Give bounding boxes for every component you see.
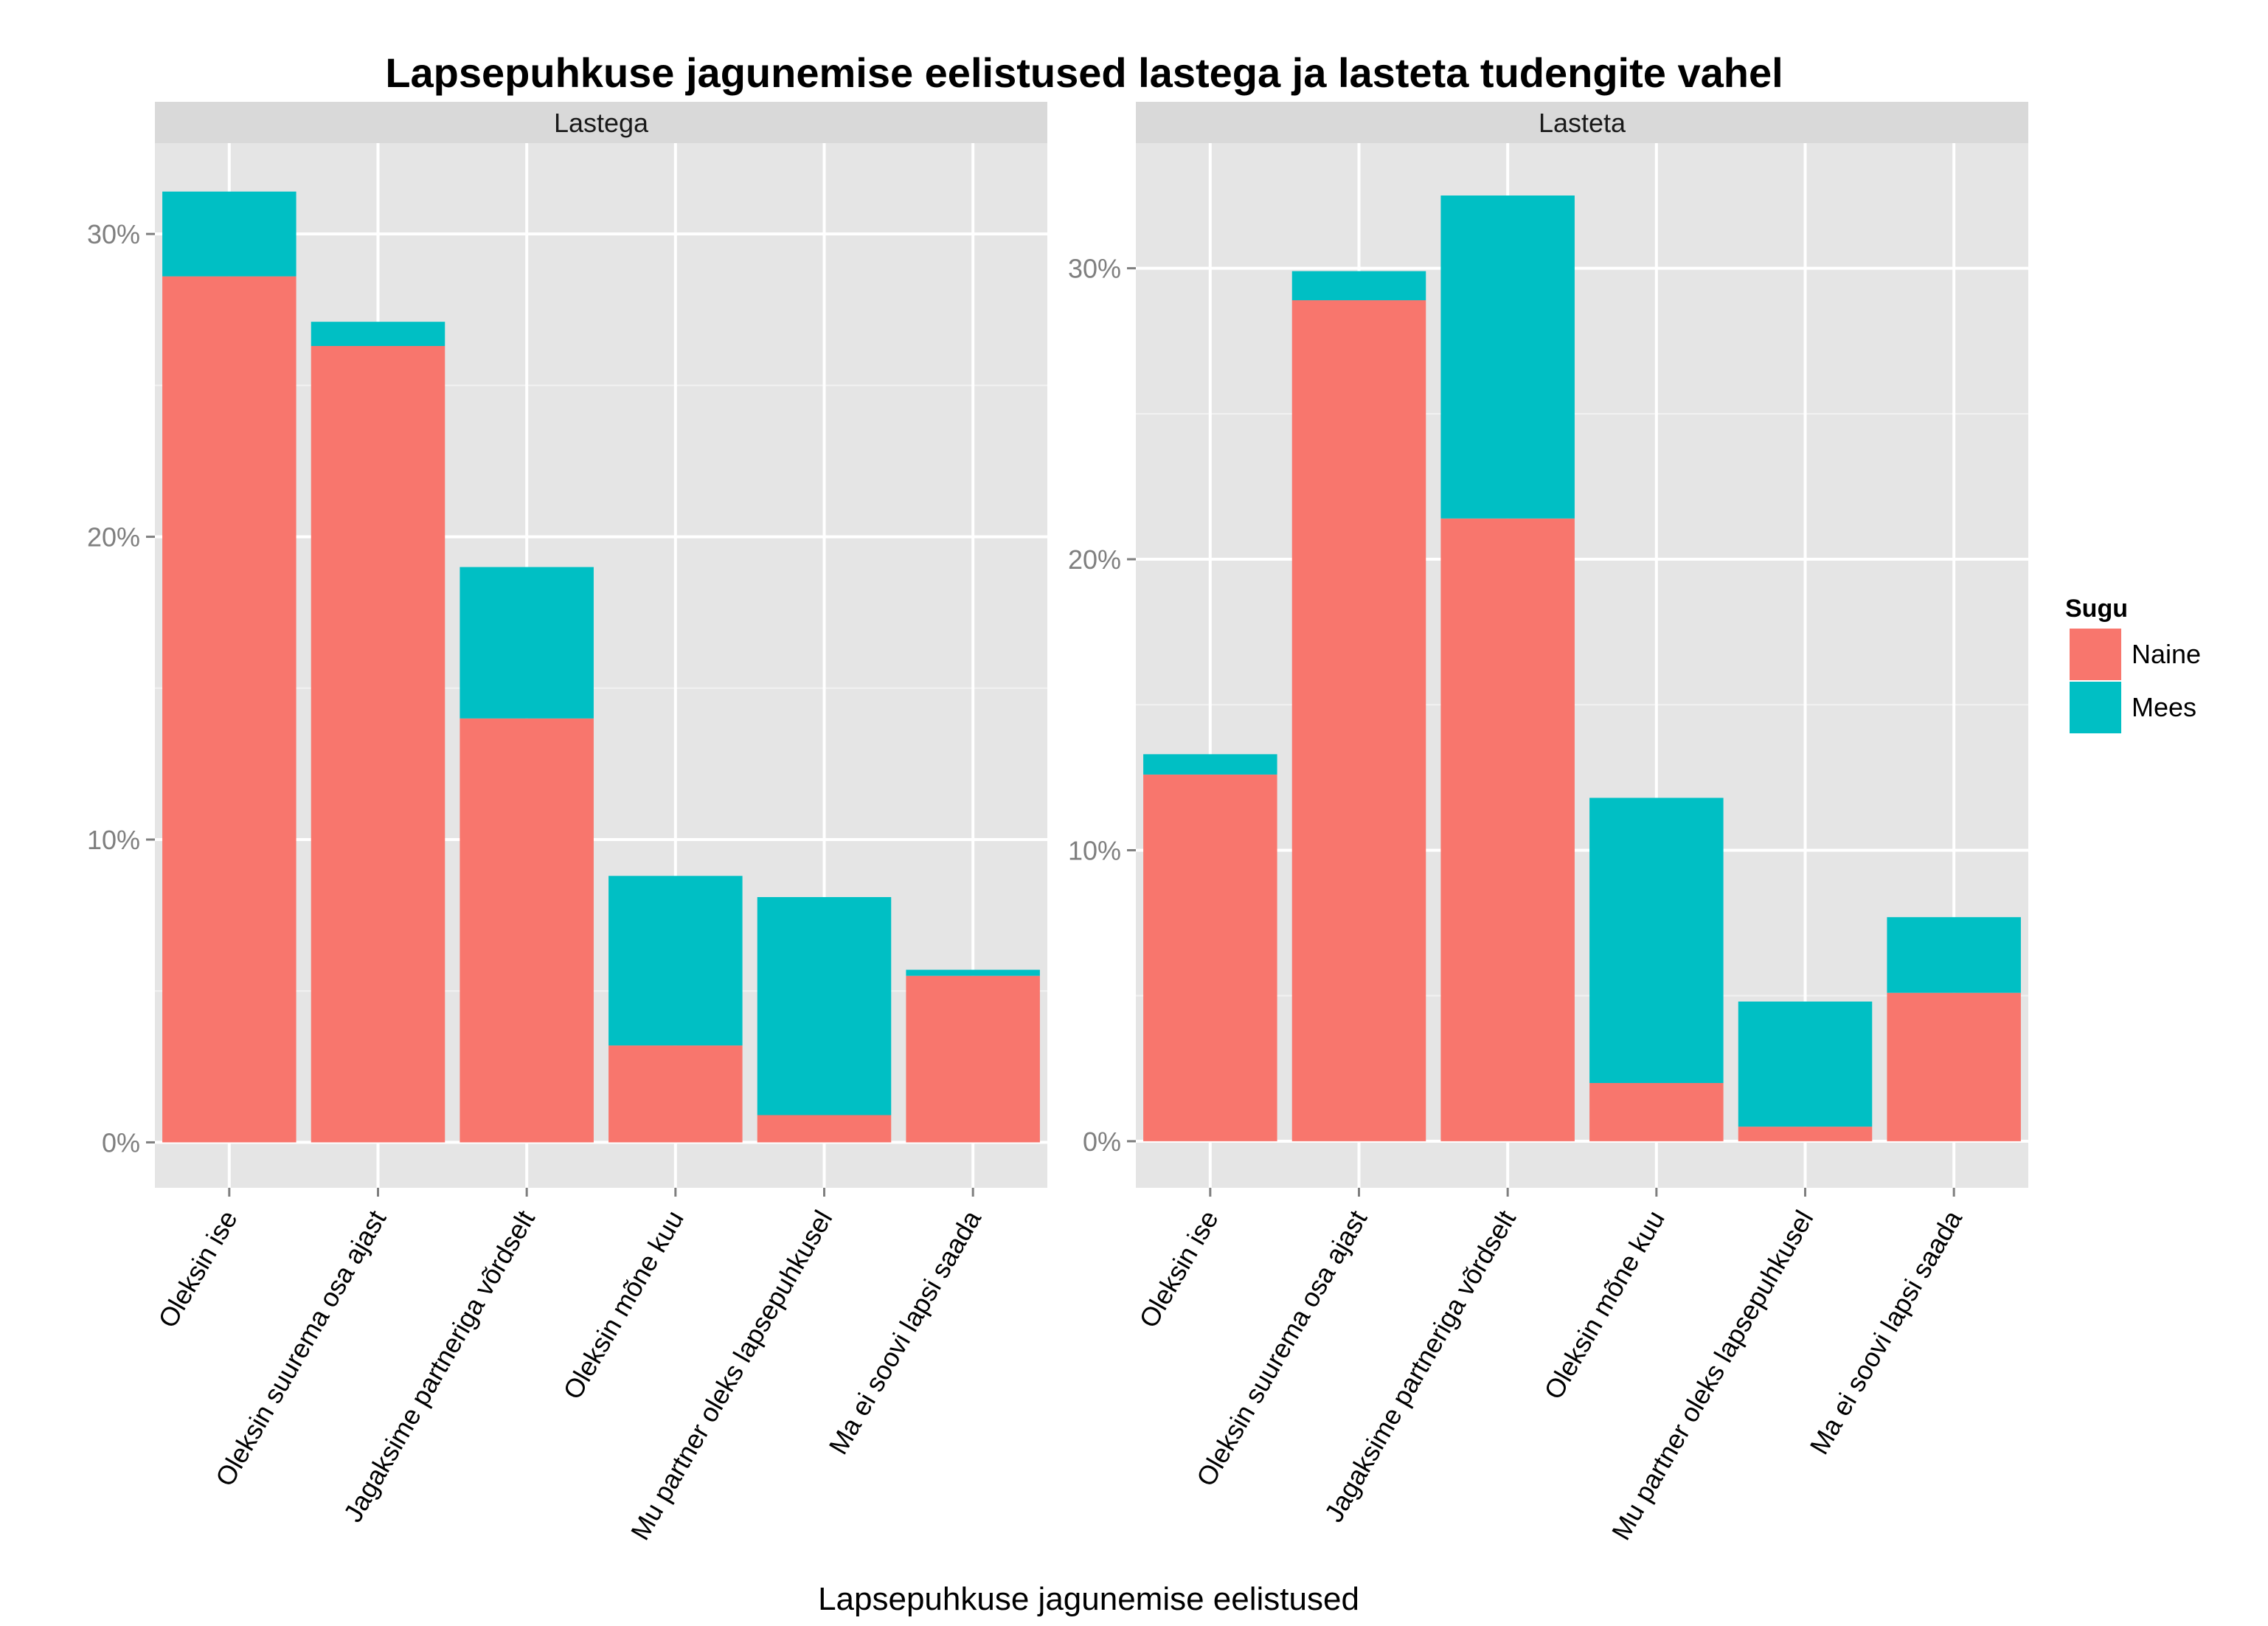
x-tick-label: Oleksin mõne kuu <box>1538 1205 1671 1405</box>
bar-naine-oleksin-suurema-osa-ajast <box>1291 300 1426 1141</box>
bar-mees-oleksin-mone-kuu <box>1589 798 1724 1084</box>
bar-naine-ma-ei-soovi-lapsi-saada <box>1887 992 2021 1141</box>
facet-strip-label: Lastega <box>554 108 649 138</box>
bar-mees-jagaksime-partneriga-vordselt <box>460 567 594 719</box>
facet-strip <box>1136 102 2028 143</box>
bar-naine-ma-ei-soovi-lapsi-saada <box>906 975 1040 1143</box>
facet-strip <box>155 102 1047 143</box>
bar-mees-ma-ei-soovi-lapsi-saada <box>906 969 1040 976</box>
bar-mees-oleksin-ise <box>1143 754 1277 775</box>
bar-mees-oleksin-suurema-osa-ajast <box>1291 271 1426 300</box>
x-tick-label: Ma ei soovi lapsi saada <box>822 1205 987 1459</box>
x-tick-label: Oleksin suurema osa ajast <box>1190 1205 1373 1492</box>
bar-mees-ma-ei-soovi-lapsi-saada <box>1887 917 2021 993</box>
bar-naine-jagaksime-partneriga-vordselt <box>1440 518 1575 1141</box>
legend-label-naine: Naine <box>2132 639 2201 669</box>
y-tick-label: 10% <box>1068 835 1121 865</box>
legend: Sugu Naine Mees <box>2065 595 2201 733</box>
bar-naine-mu-partner-oleks-lapsepuhkusel <box>1738 1127 1873 1141</box>
x-axis-title: Lapsepuhkuse jagunemise eelistused <box>818 1581 1359 1617</box>
legend-title: Sugu <box>2065 595 2128 623</box>
legend-key-naine <box>2070 629 2121 680</box>
y-tick-label: 10% <box>87 825 140 855</box>
bar-naine-oleksin-ise <box>162 276 296 1143</box>
bar-naine-oleksin-suurema-osa-ajast <box>311 345 445 1143</box>
bar-naine-jagaksime-partneriga-vordselt <box>460 718 594 1143</box>
x-tick-label: Oleksin mõne kuu <box>557 1205 690 1405</box>
bar-mees-mu-partner-oleks-lapsepuhkusel <box>1738 1001 1873 1127</box>
bar-mees-oleksin-ise <box>162 191 296 277</box>
chart-title: Lapsepuhkuse jagunemise eelistused laste… <box>385 49 1783 96</box>
y-tick-label: 0% <box>1083 1127 1121 1157</box>
legend-key-mees <box>2070 682 2121 733</box>
x-tick-label: Oleksin ise <box>1133 1205 1224 1333</box>
bar-naine-oleksin-mone-kuu <box>608 1045 743 1143</box>
y-tick-label: 20% <box>87 522 140 553</box>
x-tick-label: Oleksin ise <box>152 1205 243 1333</box>
bar-mees-oleksin-suurema-osa-ajast <box>311 322 445 346</box>
y-tick-label: 30% <box>87 219 140 249</box>
y-tick-label: 0% <box>102 1127 140 1158</box>
bar-naine-oleksin-ise <box>1143 774 1277 1141</box>
plot-background <box>1136 143 2028 1188</box>
x-tick-label: Oleksin suurema osa ajast <box>209 1205 392 1492</box>
y-tick-label: 20% <box>1068 544 1121 575</box>
legend-label-mees: Mees <box>2132 692 2196 722</box>
plot-background <box>155 143 1047 1188</box>
bar-mees-mu-partner-oleks-lapsepuhkusel <box>757 896 892 1115</box>
bar-naine-oleksin-mone-kuu <box>1589 1083 1724 1141</box>
facet-strip-label: Lasteta <box>1539 108 1626 138</box>
x-tick-label: Ma ei soovi lapsi saada <box>1803 1205 1968 1459</box>
bar-mees-jagaksime-partneriga-vordselt <box>1440 195 1575 519</box>
bar-naine-mu-partner-oleks-lapsepuhkusel <box>757 1115 892 1143</box>
bar-mees-oleksin-mone-kuu <box>608 876 743 1046</box>
y-tick-label: 30% <box>1068 254 1121 284</box>
